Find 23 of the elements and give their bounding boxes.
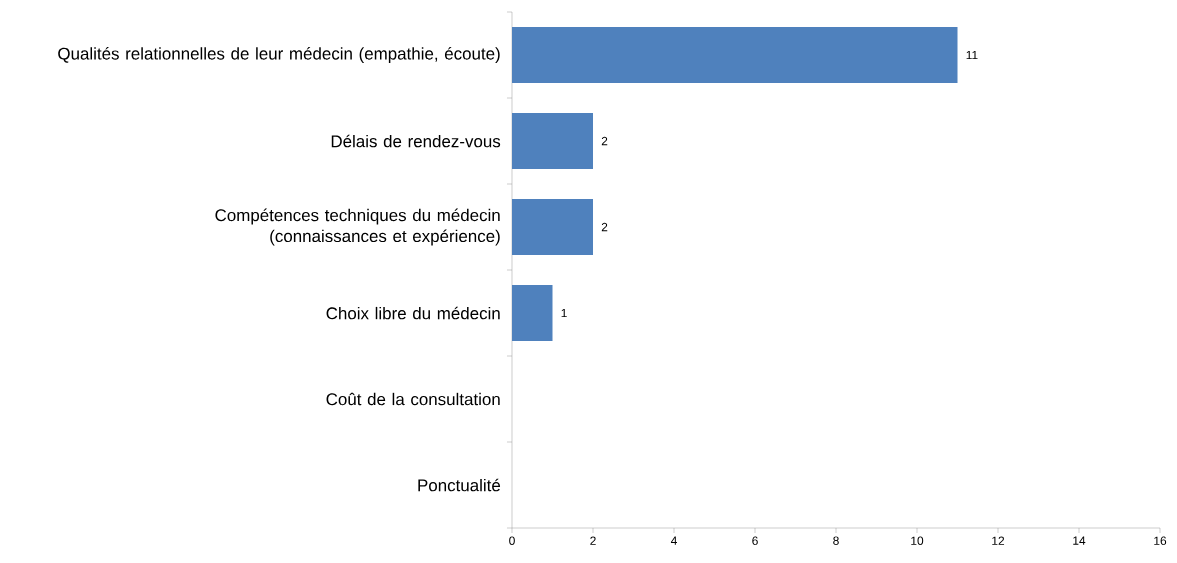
x-tick-label: 14 bbox=[1073, 536, 1086, 545]
x-tick-label: 12 bbox=[992, 536, 1005, 545]
y-tick-label: Qualités relationnelles de leur médecin (empathie, écoute) bbox=[58, 47, 500, 63]
x-tick-label: 8 bbox=[833, 536, 839, 545]
data-label: 2 bbox=[601, 222, 608, 232]
x-tick-label: 16 bbox=[1154, 536, 1167, 545]
x-tick-label: 2 bbox=[590, 536, 596, 545]
x-tick-label: 0 bbox=[509, 536, 515, 545]
y-tick-label: Ponctualité bbox=[418, 478, 501, 492]
bar bbox=[512, 199, 593, 255]
x-tick-label: 10 bbox=[911, 536, 924, 545]
bar bbox=[512, 113, 593, 169]
y-tick-label: Coût de la consultation bbox=[326, 392, 500, 406]
data-label: 2 bbox=[601, 136, 608, 146]
x-tick-label: 6 bbox=[752, 536, 758, 545]
x-tick-label: 4 bbox=[670, 536, 677, 545]
data-label: 1 bbox=[561, 308, 567, 318]
y-tick-label: Délais de rendez-vous bbox=[331, 134, 501, 148]
y-tick-label: Choix libre du médecin bbox=[326, 306, 500, 320]
bar bbox=[512, 285, 553, 341]
data-label: 11 bbox=[966, 50, 978, 60]
bar bbox=[512, 27, 958, 83]
y-tick-label: Compétences techniques du médecin (connaissances et expérience) bbox=[215, 208, 500, 246]
